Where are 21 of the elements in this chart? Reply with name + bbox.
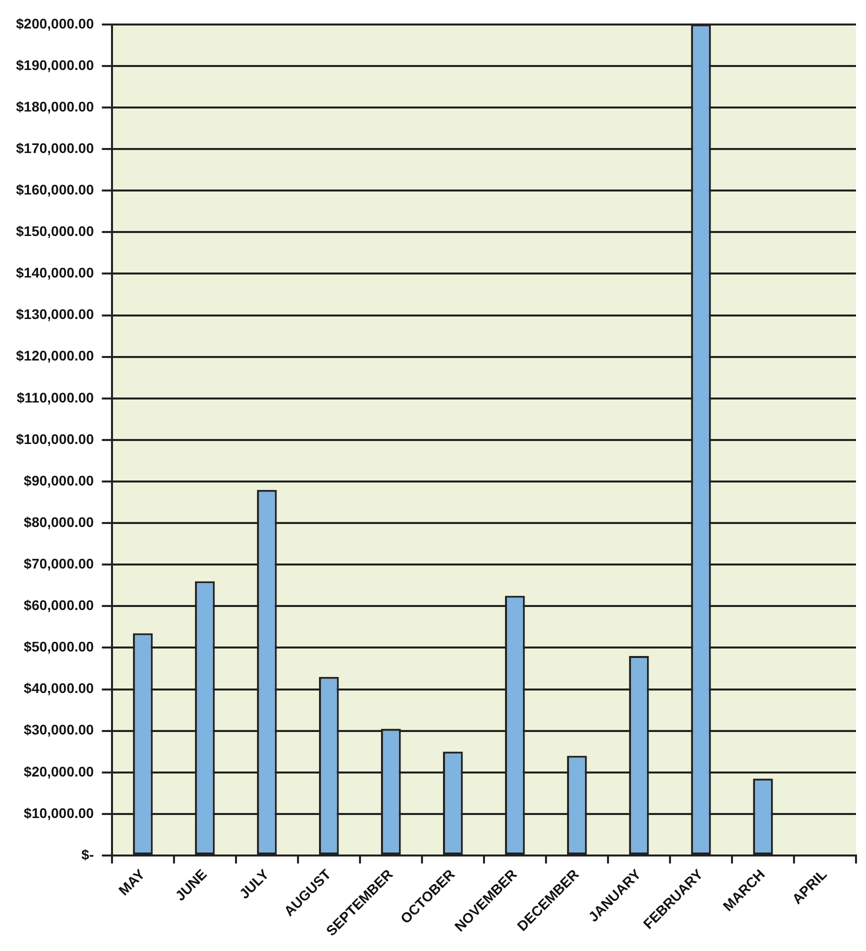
y-tick-label: $200,000.00	[16, 15, 94, 32]
y-tick-label: $30,000.00	[24, 722, 94, 738]
y-tick-label: $10,000.00	[24, 804, 94, 821]
y-tick-label: $150,000.00	[16, 223, 94, 240]
y-tick-label: $160,000.00	[16, 181, 94, 198]
y-tick-label: $120,000.00	[16, 348, 94, 364]
y-tick-label: $80,000.00	[24, 514, 94, 530]
y-tick-label: $90,000.00	[24, 472, 94, 488]
y-tick-label: $-	[81, 846, 94, 862]
y-tick-label: $20,000.00	[24, 763, 94, 780]
y-tick-label: $130,000.00	[16, 306, 94, 322]
y-tick-label: $50,000.00	[24, 638, 94, 655]
y-tick-label: $70,000.00	[24, 555, 94, 572]
y-tick-label: $170,000.00	[16, 140, 94, 156]
y-tick-label: $60,000.00	[24, 597, 94, 614]
y-tick-label: $140,000.00	[16, 264, 94, 281]
y-tick-label: $190,000.00	[16, 56, 94, 73]
y-tick-label: $40,000.00	[24, 680, 94, 696]
y-tick-label: $180,000.00	[16, 98, 94, 114]
y-tick-label: $110,000.00	[16, 389, 94, 406]
y-tick-label: $100,000.00	[16, 430, 94, 447]
